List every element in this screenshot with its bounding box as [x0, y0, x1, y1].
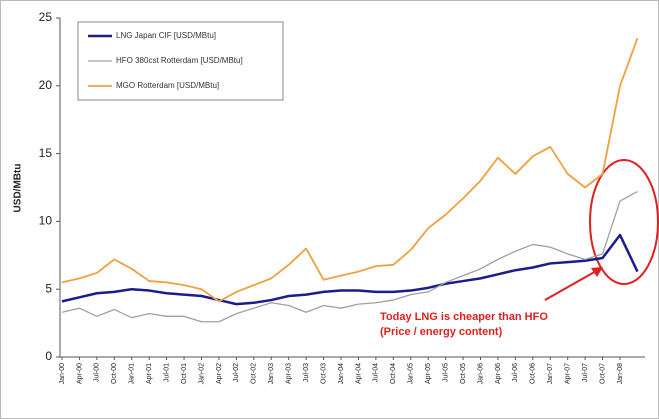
x-tick-label: Jul-04	[373, 363, 380, 382]
x-tick-label: Apr-03	[286, 363, 293, 384]
x-tick-label: Jan-04	[338, 363, 345, 385]
highlight-ellipse	[589, 159, 659, 285]
x-tick-label: Oct-05	[460, 363, 467, 384]
x-tick-label: Jan-06	[477, 363, 484, 385]
annotation: (Price / energy content)	[380, 326, 503, 338]
x-tick-label: Oct-01	[181, 363, 188, 384]
x-tick-label: Apr-06	[495, 363, 502, 384]
x-tick-label: Jan-03	[268, 363, 275, 385]
x-tick-label: Apr-07	[565, 363, 572, 384]
y-axis-label: USD/MBtu	[13, 164, 24, 213]
x-tick-label: Apr-01	[146, 363, 153, 384]
x-tick-label: Jan-02	[198, 363, 205, 385]
arrow-shaft	[544, 269, 599, 301]
x-tick-label: Oct-06	[530, 363, 537, 384]
x-tick-label: Apr-00	[76, 363, 83, 384]
x-tick-label: Apr-02	[216, 363, 223, 384]
annotation: Today LNG is cheaper than HFO	[380, 311, 548, 323]
legend-label: MGO Rotterdam [USD/MBtu]	[116, 81, 219, 90]
x-tick-label: Jul-00	[94, 363, 101, 382]
x-tick-label: Jul-03	[303, 363, 310, 382]
x-tick-label: Jan-05	[408, 363, 415, 385]
x-tick-label: Jan-00	[59, 363, 66, 385]
x-tick-label: Jul-06	[512, 363, 519, 382]
x-tick-label: Jul-02	[233, 363, 240, 382]
x-tick-label: Jan-07	[547, 363, 554, 385]
x-tick-label: Apr-04	[355, 363, 362, 384]
series-line	[61, 38, 639, 303]
x-tick-label: Oct-00	[111, 363, 118, 384]
x-tick-label: Jan-01	[129, 363, 136, 385]
y-tick-label: 25	[39, 10, 53, 24]
x-tick-label: Oct-03	[320, 363, 327, 384]
x-tick-label: Oct-07	[599, 363, 606, 384]
y-tick-label: 5	[45, 281, 52, 295]
y-tick-label: 20	[39, 78, 53, 92]
series-line	[61, 190, 638, 323]
legend-label: LNG Japan CIF [USD/MBtu]	[116, 31, 216, 40]
x-tick-label: Oct-04	[390, 363, 397, 384]
x-tick-label: Jul-01	[163, 363, 170, 382]
y-tick-label: 10	[39, 214, 53, 228]
series-line	[61, 233, 639, 306]
x-tick-label: Oct-02	[251, 363, 258, 384]
x-tick-label: Jul-05	[442, 363, 449, 382]
y-tick-label: 15	[39, 146, 53, 160]
x-tick-label: Jan-08	[617, 363, 624, 385]
y-tick-label: 0	[45, 349, 52, 363]
x-tick-label: Apr-05	[425, 363, 432, 384]
legend-box	[77, 21, 284, 101]
x-tick-label: Jul-07	[582, 363, 589, 382]
legend-label: HFO 380cst Rotterdam [USD/MBtu]	[116, 56, 243, 65]
arrow-head	[591, 267, 603, 277]
